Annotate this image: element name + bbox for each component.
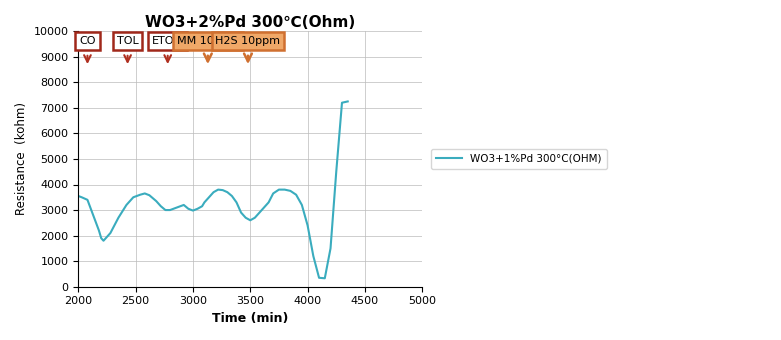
WO3+1%Pd 300°C(OHM) — [73, 194, 83, 198]
X-axis label: Time (min): Time (min) — [212, 312, 288, 325]
WO3+1%Pd 300°C(OHM) — [320, 276, 330, 280]
WO3+1%Pd 300°C(OHM) — [227, 194, 237, 198]
WO3+1%Pd 300°C(OHM) — [308, 254, 318, 258]
WO3+1%Pd 300°C(OHM) — [241, 216, 251, 220]
Y-axis label: Resistance  (kohm): Resistance (kohm) — [15, 102, 28, 216]
Text: H2S 10ppm: H2S 10ppm — [216, 36, 280, 46]
Text: ETOH: ETOH — [152, 36, 184, 46]
Text: CO: CO — [79, 36, 96, 46]
WO3+1%Pd 300°C(OHM) — [343, 99, 352, 103]
WO3+1%Pd 300°C(OHM) — [152, 199, 161, 203]
WO3+1%Pd 300°C(OHM) — [232, 200, 241, 204]
Title: WO3+2%Pd 300℃(Ohm): WO3+2%Pd 300℃(Ohm) — [145, 15, 355, 30]
Line: WO3+1%Pd 300°C(OHM): WO3+1%Pd 300°C(OHM) — [78, 101, 348, 278]
WO3+1%Pd 300°C(OHM) — [274, 188, 284, 192]
Text: TOL: TOL — [116, 36, 138, 46]
Text: MM 10ppm: MM 10ppm — [177, 36, 239, 46]
Legend: WO3+1%Pd 300°C(OHM): WO3+1%Pd 300°C(OHM) — [431, 149, 607, 169]
